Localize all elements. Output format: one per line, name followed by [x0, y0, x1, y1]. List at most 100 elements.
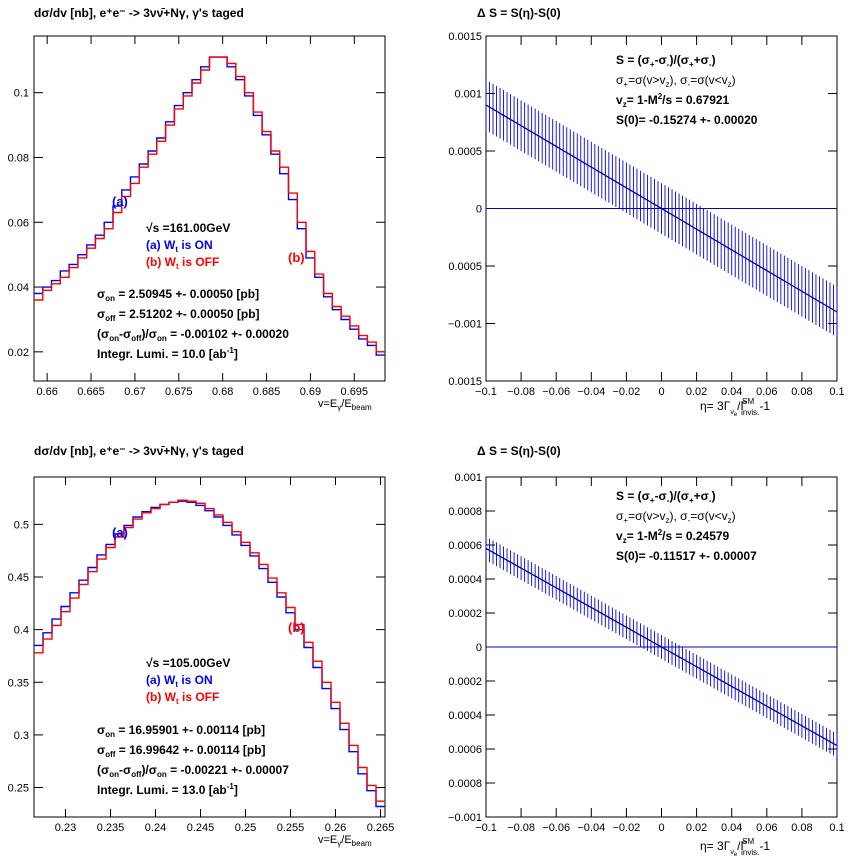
panel-title: Δ S = S(η)-S(0): [477, 6, 561, 20]
def-s: S = (σ+-σ-)/(σ++σ-): [616, 489, 716, 505]
x-tick-label: 0.02: [686, 822, 707, 834]
x-tick-label: −0.08: [507, 822, 535, 834]
y-tick-label: 0.0005: [448, 146, 482, 158]
y-tick-label: 0.0006: [448, 744, 482, 756]
lumi-label: Integr. Lumi. = 10.0 [ab-1]: [97, 346, 238, 361]
axis-ticks: 0.23 0.235 0.24 0.245 0.25 0.255 0.26 0.265 0.25…: [8, 477, 395, 834]
y-tick-label: 0.04: [8, 282, 29, 294]
x-tick-label: 0.67: [124, 386, 145, 398]
x-tick-label: −0.02: [612, 822, 640, 834]
stat-off: σoff = 16.99642 +- 0.00114 [pb]: [97, 743, 266, 759]
y-tick-label: 0.1: [14, 88, 29, 100]
x-tick-label: −0.04: [577, 386, 605, 398]
y-tick-label: 0.5: [14, 519, 29, 531]
y-tick-label: 0.0006: [448, 540, 482, 552]
s0-value: S(0)= -0.11517 +- 0.00007: [616, 549, 757, 563]
def-sigma: σ+=σ(v>vz), σ-=σ(v<vz): [616, 73, 736, 89]
x-tick-label: 0.665: [77, 386, 105, 398]
y-tick-label: 0.0002: [448, 608, 482, 620]
x-tick-label: −0.02: [612, 386, 640, 398]
y-tick-label: 0.0008: [448, 506, 482, 518]
y-tick-label: −0.001: [448, 812, 482, 824]
x-axis-label: η= 3Γνe/ΓSM invis.-1: [700, 397, 770, 418]
series-on: [34, 500, 385, 808]
x-tick-label: 0.675: [165, 386, 193, 398]
y-tick-label: 0.0002: [448, 676, 482, 688]
marker-a: (a): [112, 525, 128, 540]
histogram-line: [34, 56, 385, 353]
lumi-label: Integr. Lumi. = 13.0 [ab-1]: [97, 782, 238, 797]
y-tick-label: 0.0015: [448, 31, 482, 43]
plot-frame: [33, 35, 386, 382]
x-tick-label: 0.245: [187, 822, 215, 834]
y-tick-label: 0.001: [454, 472, 482, 484]
x-tick-label: 0: [658, 386, 664, 398]
x-tick-label: −0.06: [542, 386, 570, 398]
x-tick-label: 0.1: [829, 822, 844, 834]
y-tick-label: 0.3: [14, 730, 29, 742]
series-off: [34, 56, 385, 353]
def-vz: vz= 1-M2/s = 0.24579: [616, 528, 730, 545]
x-tick-label: −0.1: [475, 822, 497, 834]
axis-ticks: 0.66 0.665 0.67 0.675 0.68 0.685 0.69 0.695 0.02…: [8, 36, 385, 398]
x-tick-label: 0.235: [97, 822, 125, 834]
histogram-line: [34, 499, 385, 802]
y-tick-label: 0.25: [8, 783, 29, 795]
axis-ticks: −0.1 −0.08 −0.06 −0.04 −0.02 0 0.02 0.04 0.06 0.0…: [448, 472, 845, 834]
x-tick-label: 0.06: [756, 386, 777, 398]
x-tick-label: 0.08: [791, 822, 812, 834]
histogram-line: [34, 500, 385, 808]
y-tick-label: 0.35: [8, 677, 29, 689]
panel-bottom-right: Δ S = S(η)-S(0) −0.1 −0.08 −0.06 −0.04 −0.02…: [448, 444, 845, 858]
y-tick-label: 0.001: [454, 89, 482, 101]
x-tick-label: 0.02: [686, 386, 707, 398]
x-tick-label: 0.1: [829, 386, 844, 398]
y-tick-label: 0: [476, 204, 482, 216]
y-tick-label: 0.08: [8, 152, 29, 164]
panel-top-right: Δ S = S(η)-S(0) −0.1 −0.08 −0.06 −0.04 −0.02…: [448, 6, 845, 418]
x-tick-label: −0.08: [507, 386, 535, 398]
def-vz: vz= 1-M2/s = 0.67921: [616, 92, 730, 109]
y-tick-label: 0.0015: [448, 376, 482, 388]
marker-b: (b): [288, 620, 305, 635]
y-tick-label: 0.4: [14, 625, 29, 637]
x-tick-label: 0.08: [791, 386, 812, 398]
axis-ticks: −0.1 −0.08 −0.06 −0.04 −0.02 0 0.02 0.04 0.06 0.0…: [448, 31, 845, 398]
y-tick-label: 0.06: [8, 217, 29, 229]
s0-value: S(0)= -0.15274 +- 0.00020: [616, 113, 758, 127]
y-tick-label: 0: [476, 642, 482, 654]
series-off: [34, 499, 385, 802]
legend-off: (b) Wt is OFF: [146, 255, 219, 271]
x-tick-label: 0.685: [253, 386, 281, 398]
def-s: S = (σ+-σ-)/(σ++σ-): [616, 53, 716, 69]
stat-diff: (σon-σoff)/σon = -0.00102 +- 0.00020: [97, 327, 289, 343]
x-axis-label: v=Eγ/Ebeam: [318, 398, 372, 412]
x-tick-label: 0.68: [212, 386, 233, 398]
legend-on: (a) Wt is ON: [146, 238, 213, 254]
x-tick-label: −0.1: [475, 386, 497, 398]
y-tick-label: 0.0008: [448, 778, 482, 790]
stat-on: σon = 2.50945 +- 0.00050 [pb]: [97, 287, 259, 303]
y-tick-label: 0.45: [8, 572, 29, 584]
stat-diff: (σon-σoff)/σon = -0.00221 +- 0.00007: [97, 763, 289, 779]
x-axis-label: η= 3Γνe/ΓSM invis.-1: [700, 837, 770, 858]
x-tick-label: 0.06: [756, 822, 777, 834]
x-tick-label: 0.255: [277, 822, 305, 834]
y-tick-label: 0.0004: [448, 574, 482, 586]
x-tick-label: 0.265: [367, 822, 395, 834]
x-tick-label: 0.69: [300, 386, 321, 398]
stat-off: σoff = 2.51202 +- 0.00050 [pb]: [97, 307, 260, 323]
sqrt-s-label: √s =161.00GeV: [146, 221, 230, 235]
panel-top-left: dσ/dv [nb], e⁺e⁻ -> 3νν̄+Nγ, γ's taged 0…: [8, 6, 386, 412]
x-tick-label: 0.24: [145, 822, 166, 834]
x-tick-label: 0.66: [36, 386, 57, 398]
delta-s-band: [485, 79, 838, 338]
stat-on: σon = 16.95901 +- 0.00114 [pb]: [97, 723, 265, 739]
x-axis-label: v=Eγ/Ebeam: [318, 834, 372, 848]
marker-a: (a): [112, 194, 128, 209]
x-tick-label: 0: [658, 822, 664, 834]
panel-title: Δ S = S(η)-S(0): [477, 444, 561, 458]
x-tick-label: 0.25: [235, 822, 256, 834]
x-tick-label: −0.04: [577, 822, 605, 834]
